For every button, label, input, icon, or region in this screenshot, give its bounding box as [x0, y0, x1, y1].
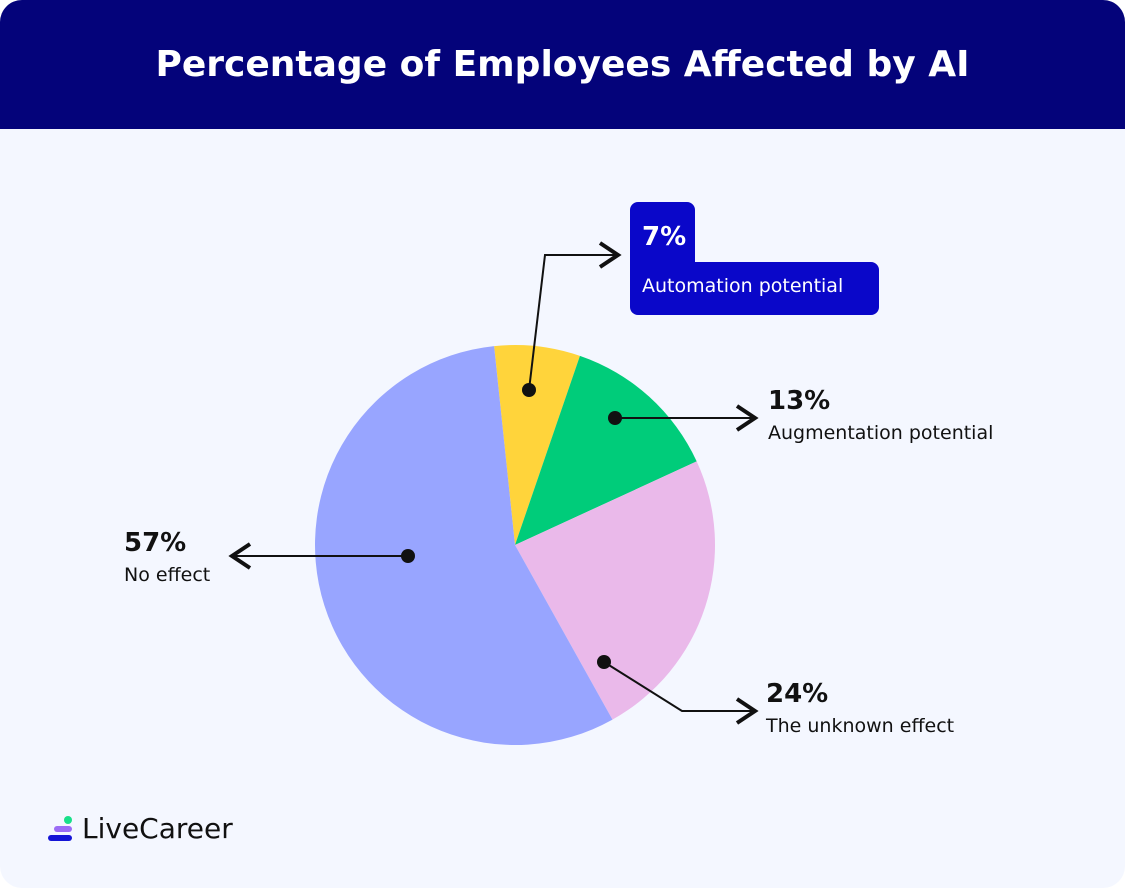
livecareer-logo: LiveCareer	[48, 812, 233, 845]
label-augmentation-pct: 13%	[768, 386, 831, 416]
label-no-effect-name: No effect	[124, 564, 211, 586]
label-augmentation: 13% Augmentation potential	[768, 386, 993, 444]
pie-slice-augmentation-potential	[515, 355, 697, 545]
chart-title: Percentage of Employees Affected by AI	[155, 44, 970, 85]
dot-no-effect	[401, 549, 415, 563]
label-no-effect-pct: 57%	[124, 528, 187, 558]
label-automation-pct: 7%	[630, 202, 695, 272]
logo-text: LiveCareer	[82, 812, 233, 845]
pie-slice-no-effect	[315, 346, 613, 745]
header: Percentage of Employees Affected by AI	[0, 0, 1125, 129]
leader-automation	[528, 241, 622, 391]
label-automation-name: Automation potential	[630, 262, 879, 315]
dot-automation	[522, 383, 536, 397]
label-unknown: 24% The unknown effect	[766, 679, 954, 737]
dot-unknown	[597, 655, 611, 669]
label-augmentation-name: Augmentation potential	[768, 422, 994, 444]
leader-unknown	[603, 661, 759, 725]
logo-icon	[48, 815, 72, 841]
label-unknown-pct: 24%	[766, 679, 829, 709]
pie-slice-the-unknown-effect	[515, 461, 715, 720]
label-no-effect: 57% No effect	[124, 528, 210, 586]
label-unknown-name: The unknown effect	[766, 715, 955, 737]
pie-slice-automation-potential	[494, 345, 580, 545]
dot-augmentation	[608, 411, 622, 425]
